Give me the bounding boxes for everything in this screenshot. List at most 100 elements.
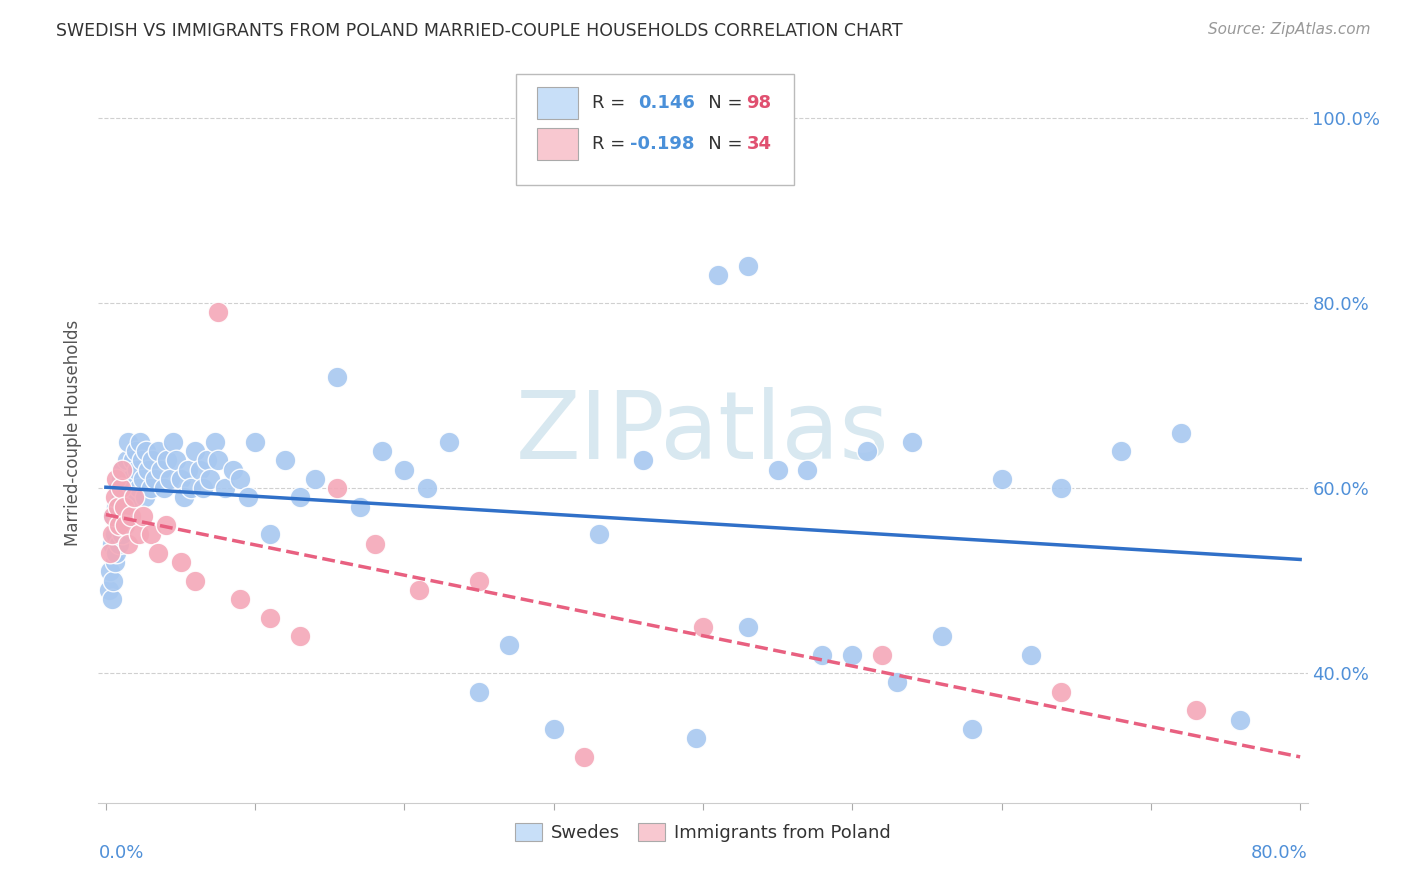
Point xyxy=(105,472,128,486)
Point xyxy=(304,472,326,486)
Point xyxy=(128,481,150,495)
Point xyxy=(117,434,139,449)
Point xyxy=(633,453,655,467)
Point xyxy=(416,481,439,495)
Point xyxy=(139,481,162,495)
Point xyxy=(326,481,349,495)
Point xyxy=(1170,425,1192,440)
Point xyxy=(243,434,266,449)
Text: -0.198: -0.198 xyxy=(630,135,695,153)
Point xyxy=(114,518,136,533)
Point xyxy=(107,518,129,533)
Point xyxy=(214,481,236,495)
Point xyxy=(118,508,141,523)
Text: N =: N = xyxy=(690,95,748,112)
Point xyxy=(737,259,759,273)
Text: R =: R = xyxy=(592,135,631,153)
Point xyxy=(101,536,124,550)
Point xyxy=(188,462,211,476)
Point xyxy=(101,592,124,607)
Point xyxy=(98,546,121,560)
Point xyxy=(156,453,179,467)
Point xyxy=(105,500,128,514)
Point xyxy=(1021,648,1043,662)
Point xyxy=(155,518,177,533)
Point xyxy=(103,508,125,523)
Point xyxy=(122,491,145,505)
Point xyxy=(229,472,252,486)
Point xyxy=(104,491,127,505)
Point xyxy=(169,555,191,569)
Point xyxy=(692,620,714,634)
FancyBboxPatch shape xyxy=(537,87,578,120)
Point xyxy=(115,453,138,467)
Point xyxy=(811,648,834,662)
Point xyxy=(886,675,908,690)
Point xyxy=(685,731,707,745)
Point xyxy=(326,370,349,384)
Point xyxy=(150,462,173,476)
Point xyxy=(111,462,134,476)
Point xyxy=(103,508,125,523)
Point xyxy=(200,472,222,486)
Point xyxy=(153,481,176,495)
Point xyxy=(165,453,187,467)
Point xyxy=(204,434,226,449)
Point xyxy=(104,527,127,541)
Point xyxy=(177,462,200,476)
Point xyxy=(162,434,184,449)
Point xyxy=(136,462,159,476)
Point xyxy=(543,722,565,736)
Point xyxy=(207,305,229,319)
Point xyxy=(128,527,150,541)
FancyBboxPatch shape xyxy=(537,128,578,161)
Point xyxy=(737,620,759,634)
Point xyxy=(184,574,207,588)
Point xyxy=(1050,481,1073,495)
Point xyxy=(120,508,142,523)
Point xyxy=(98,565,121,579)
Point xyxy=(110,491,132,505)
Point xyxy=(572,749,595,764)
Point xyxy=(125,444,148,458)
Point xyxy=(349,500,371,514)
Point xyxy=(259,527,281,541)
Text: R =: R = xyxy=(592,95,637,112)
Point xyxy=(222,462,245,476)
Point xyxy=(132,472,155,486)
Point xyxy=(129,434,152,449)
Point xyxy=(134,491,156,505)
Point xyxy=(856,444,879,458)
Point xyxy=(131,453,153,467)
Point xyxy=(259,610,281,624)
Point xyxy=(901,434,924,449)
Point xyxy=(101,527,124,541)
Point xyxy=(408,582,430,597)
Text: 34: 34 xyxy=(747,135,772,153)
Point xyxy=(122,491,145,505)
Point xyxy=(1109,444,1132,458)
Point xyxy=(135,444,157,458)
Point xyxy=(159,472,181,486)
Point xyxy=(796,462,818,476)
Point xyxy=(121,453,143,467)
Point xyxy=(229,592,252,607)
Point xyxy=(960,722,983,736)
Point xyxy=(288,491,311,505)
Text: 0.146: 0.146 xyxy=(638,95,695,112)
Point xyxy=(1184,703,1206,717)
Point xyxy=(107,500,129,514)
Point xyxy=(498,639,520,653)
Legend: Swedes, Immigrants from Poland: Swedes, Immigrants from Poland xyxy=(508,815,898,849)
Point xyxy=(766,462,789,476)
Point xyxy=(107,481,129,495)
Text: N =: N = xyxy=(690,135,748,153)
Point xyxy=(588,527,610,541)
Point xyxy=(394,462,416,476)
Point xyxy=(120,472,142,486)
Point xyxy=(841,648,863,662)
Point xyxy=(104,555,127,569)
Text: ZIPatlas: ZIPatlas xyxy=(516,386,890,479)
Point xyxy=(103,574,125,588)
Point xyxy=(931,629,953,643)
